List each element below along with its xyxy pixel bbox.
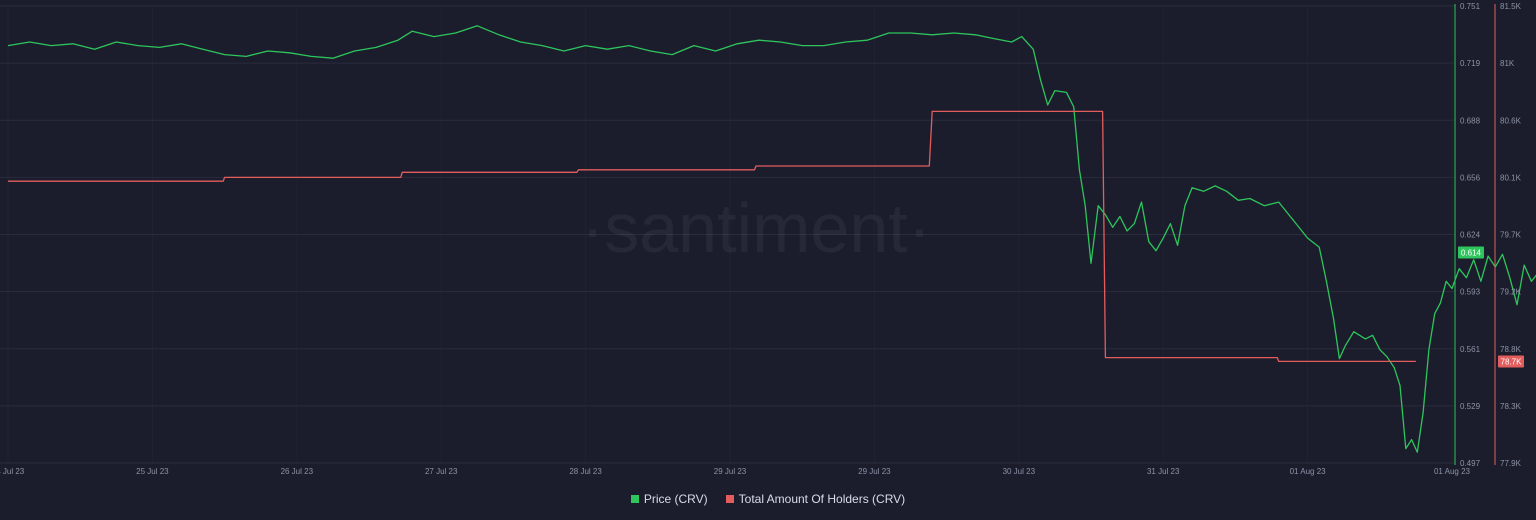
legend-swatch-price [630, 495, 639, 503]
holders-current-label: 78.7K [1501, 357, 1523, 366]
grid-lines [0, 5, 1455, 464]
price-line [7, 25, 1536, 453]
right-tick-label: 79.7K [1500, 231, 1522, 240]
x-tick-label: 31 Jul 23 [1147, 467, 1180, 476]
value-badges: 0.614 78.7K [1458, 246, 1524, 368]
left-tick-label: 0.719 [1460, 59, 1481, 68]
left-tick-label: 0.656 [1460, 173, 1481, 182]
watermark: ·santiment· [581, 189, 931, 267]
left-tick-label: 0.593 [1460, 288, 1481, 297]
x-tick-label: 01 Aug 23 [1290, 467, 1327, 476]
holders-current-badge [1498, 355, 1524, 368]
x-tick-label: 26 Jul 23 [281, 467, 314, 476]
price-current-badge [1458, 246, 1484, 259]
legend: Price (CRV) Total Amount Of Holders (CRV… [0, 492, 1536, 506]
right-tick-label: 77.9K [1500, 459, 1522, 468]
right-tick-label: 78.8K [1500, 345, 1522, 354]
legend-swatch-holders [725, 495, 734, 503]
right-tick-label: 80.6K [1500, 116, 1522, 125]
series-lines [7, 25, 1536, 453]
x-tick-label: 28 Jul 23 [569, 467, 602, 476]
x-tick-label: 29 Jul 23 [714, 467, 747, 476]
left-tick-label: 0.529 [1460, 402, 1481, 411]
x-axis-ticks: 24 Jul 23 25 Jul 23 26 Jul 23 27 Jul 23 28 J… [0, 467, 1471, 476]
left-tick-label: 0.497 [1460, 459, 1481, 468]
legend-label-holders: Total Amount Of Holders (CRV) [738, 492, 906, 506]
x-tick-label: 24 Jul 23 [0, 467, 25, 476]
legend-item-holders[interactable]: Total Amount Of Holders (CRV) [725, 492, 906, 506]
legend-label-price: Price (CRV) [643, 492, 708, 506]
holders-line [8, 110, 1416, 363]
axes [1454, 4, 1496, 465]
x-tick-label: 25 Jul 23 [136, 467, 169, 476]
right-tick-label: 80.1K [1500, 173, 1522, 182]
x-tick-label: 30 Jul 23 [1003, 467, 1036, 476]
x-tick-label: 01 Aug 23 [1434, 467, 1471, 476]
left-tick-label: 0.561 [1460, 345, 1481, 354]
left-tick-label: 0.688 [1460, 116, 1481, 125]
right-axis-ticks: 81.5K 81K 80.6K 80.1K 79.7K 79.2K 78.8K 78.3K 77… [1500, 2, 1522, 468]
price-current-label: 0.614 [1461, 248, 1482, 257]
left-tick-label: 0.751 [1460, 2, 1481, 11]
left-tick-label: 0.624 [1460, 231, 1481, 240]
left-axis-ticks: 0.751 0.719 0.688 0.656 0.624 0.593 0.561 0.529… [1460, 2, 1481, 468]
right-tick-label: 81.5K [1500, 2, 1522, 11]
right-tick-label: 79.2K [1500, 288, 1522, 297]
x-tick-label: 29 Jul 23 [858, 467, 891, 476]
right-tick-label: 81K [1500, 59, 1515, 68]
right-tick-label: 78.3K [1500, 402, 1522, 411]
x-tick-label: 27 Jul 23 [425, 467, 458, 476]
legend-item-price[interactable]: Price (CRV) [630, 492, 708, 506]
